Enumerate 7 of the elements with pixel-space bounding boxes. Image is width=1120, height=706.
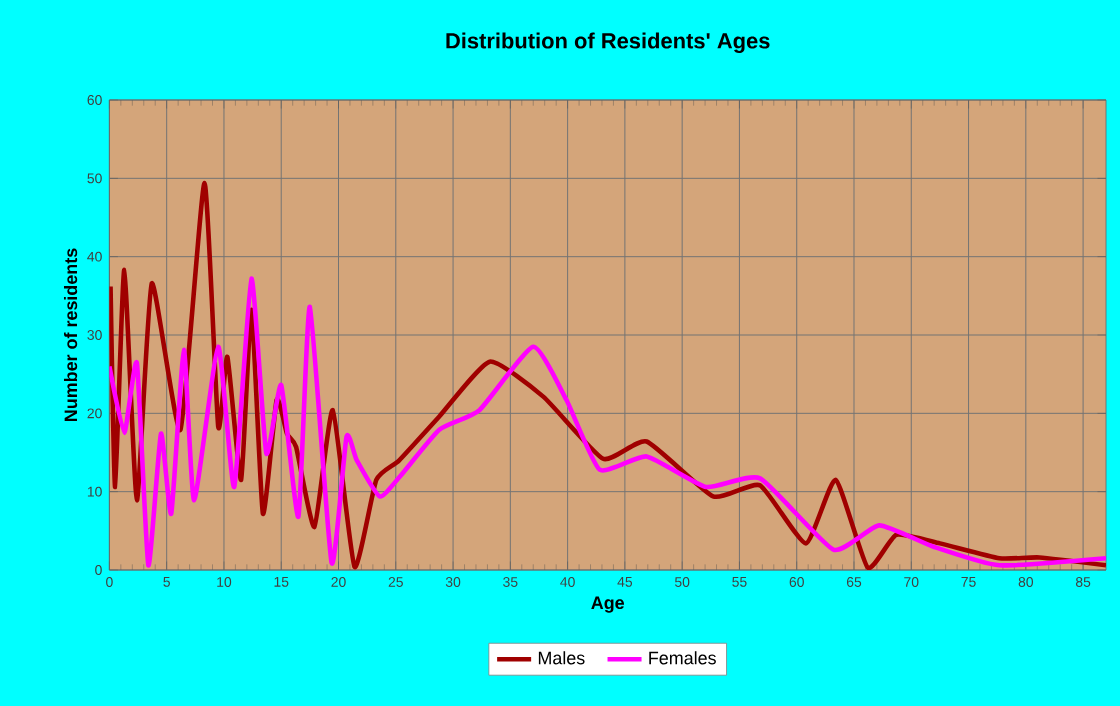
chart-title: Distribution of Residents' Ages <box>446 32 770 54</box>
line-series <box>109 180 1107 570</box>
legend-label: Males <box>538 651 585 665</box>
legend-label: Females <box>649 651 716 665</box>
x-axis-title: Age <box>591 596 625 613</box>
y-axis-title: Number of residents <box>63 248 78 422</box>
line-series <box>109 276 1107 568</box>
